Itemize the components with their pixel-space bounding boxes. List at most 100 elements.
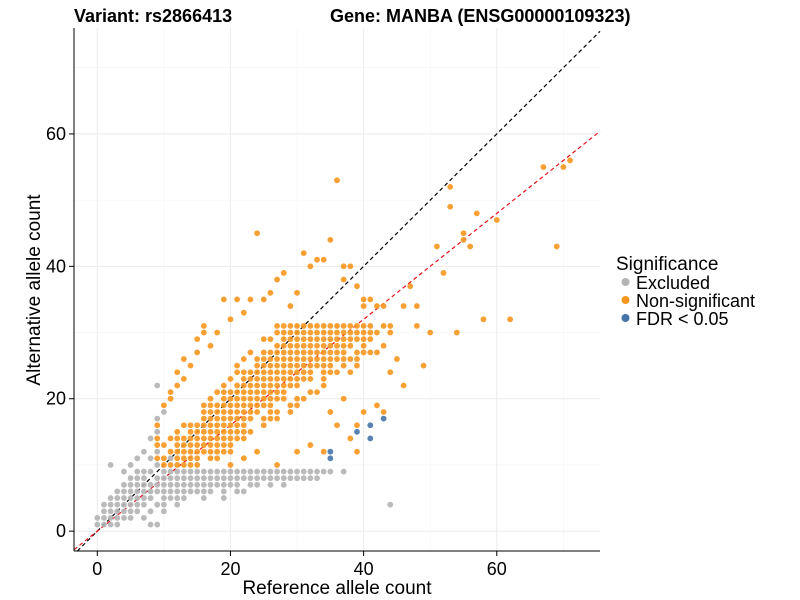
point-non-significant (300, 342, 307, 349)
point-excluded (200, 481, 207, 488)
point-excluded (101, 508, 107, 515)
point-excluded (134, 468, 141, 475)
point-non-significant (187, 455, 194, 462)
point-non-significant (340, 395, 347, 402)
point-non-significant (214, 329, 221, 336)
point-non-significant (340, 276, 347, 283)
point-excluded (134, 488, 141, 495)
point-non-significant (307, 442, 314, 448)
point-non-significant (254, 230, 261, 237)
point-non-significant (347, 356, 354, 362)
point-non-significant (307, 369, 314, 376)
point-non-significant (254, 389, 261, 396)
point-non-significant (300, 349, 307, 356)
y-tick-label: 20 (46, 389, 66, 409)
point-excluded (147, 455, 154, 462)
point-excluded (167, 481, 174, 488)
point-non-significant (227, 409, 234, 415)
point-excluded (154, 415, 161, 422)
point-non-significant (240, 409, 247, 415)
point-non-significant (274, 362, 280, 369)
point-excluded (134, 508, 141, 515)
point-non-significant (307, 362, 314, 369)
point-non-significant (447, 183, 454, 190)
point-non-significant (240, 422, 247, 429)
point-non-significant (567, 157, 573, 164)
point-non-significant (387, 323, 394, 329)
point-non-significant (294, 448, 300, 455)
point-excluded (174, 501, 181, 508)
point-non-significant (247, 296, 254, 303)
point-excluded (267, 468, 274, 475)
point-non-significant (320, 382, 327, 389)
point-excluded (167, 475, 174, 482)
point-excluded (147, 481, 154, 488)
point-non-significant (347, 342, 354, 349)
point-excluded (167, 455, 174, 462)
point-non-significant (274, 382, 280, 389)
point-non-significant (227, 435, 234, 442)
point-non-significant (207, 435, 214, 442)
point-non-significant (220, 435, 227, 442)
point-non-significant (240, 435, 247, 442)
point-non-significant (220, 402, 227, 409)
legend-swatch-fdr (621, 314, 630, 322)
point-non-significant (340, 323, 347, 329)
point-non-significant (420, 362, 427, 369)
point-non-significant (180, 442, 187, 448)
x-tick-label: 20 (220, 559, 240, 579)
point-non-significant (227, 402, 234, 409)
point-non-significant (220, 409, 227, 415)
point-excluded (254, 475, 261, 482)
point-non-significant (507, 316, 514, 323)
point-excluded (214, 468, 221, 475)
point-non-significant (267, 395, 274, 402)
point-excluded (260, 468, 267, 475)
point-non-significant (327, 349, 334, 356)
point-non-significant (354, 283, 360, 290)
point-non-significant (274, 356, 280, 362)
point-non-significant (354, 362, 360, 369)
point-excluded (214, 475, 221, 482)
point-excluded (154, 475, 161, 482)
point-non-significant (334, 323, 340, 329)
point-excluded (160, 488, 167, 495)
point-excluded (94, 521, 101, 528)
point-excluded (127, 514, 134, 521)
point-non-significant (334, 356, 340, 362)
point-non-significant (300, 250, 307, 256)
point-non-significant (207, 402, 214, 409)
point-non-significant (240, 402, 247, 409)
point-non-significant (287, 336, 294, 343)
identity-line (76, 30, 601, 552)
point-non-significant (280, 375, 287, 382)
gridlines (74, 28, 600, 551)
point-non-significant (367, 336, 374, 343)
point-non-significant (194, 336, 201, 343)
point-non-significant (274, 389, 280, 396)
point-non-significant (334, 349, 340, 356)
point-non-significant (294, 349, 300, 356)
point-non-significant (234, 402, 241, 409)
point-excluded (141, 514, 147, 521)
point-non-significant (354, 448, 360, 455)
point-excluded (167, 488, 174, 495)
point-non-significant (254, 362, 261, 369)
point-non-significant (260, 336, 267, 343)
point-non-significant (280, 389, 287, 396)
point-non-significant (254, 369, 261, 376)
point-non-significant (334, 342, 340, 349)
point-non-significant (320, 256, 327, 263)
point-excluded (134, 475, 141, 482)
point-non-significant (360, 409, 367, 415)
point-non-significant (247, 369, 254, 376)
point-excluded (200, 468, 207, 475)
point-non-significant (174, 455, 181, 462)
point-non-significant (227, 448, 234, 455)
point-non-significant (374, 349, 380, 356)
point-non-significant (380, 303, 387, 309)
point-non-significant (160, 442, 167, 448)
point-excluded (220, 495, 227, 501)
point-non-significant (187, 448, 194, 455)
point-excluded (154, 501, 161, 508)
